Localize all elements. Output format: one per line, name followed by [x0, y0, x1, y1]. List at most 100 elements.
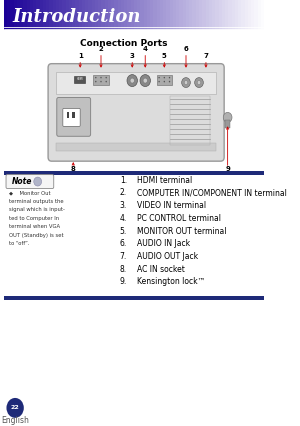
Text: signal which is input-: signal which is input- — [9, 207, 65, 213]
Circle shape — [169, 81, 170, 82]
Text: COMPUTER IN/COMPONENT IN terminal: COMPUTER IN/COMPONENT IN terminal — [136, 188, 286, 197]
Bar — [144, 0, 148, 30]
Bar — [95, 0, 99, 30]
Bar — [4, 296, 264, 299]
Bar — [93, 75, 109, 85]
Bar — [43, 0, 47, 30]
Bar — [238, 0, 242, 30]
Bar — [160, 0, 164, 30]
Text: 5.: 5. — [120, 227, 127, 236]
Text: Kensington lock™: Kensington lock™ — [136, 277, 205, 286]
Text: 6: 6 — [184, 46, 188, 52]
Circle shape — [164, 77, 165, 78]
Bar — [202, 0, 206, 30]
Bar — [124, 0, 128, 30]
Text: 8.: 8. — [120, 265, 127, 274]
Text: 1.: 1. — [120, 176, 127, 184]
Text: 8: 8 — [71, 166, 76, 172]
Bar — [23, 0, 28, 30]
Circle shape — [34, 177, 42, 186]
Bar — [33, 0, 37, 30]
Bar — [101, 0, 106, 30]
Bar — [193, 0, 196, 30]
Bar — [56, 143, 216, 151]
Circle shape — [195, 78, 203, 88]
FancyBboxPatch shape — [48, 63, 224, 161]
FancyBboxPatch shape — [63, 109, 80, 127]
Bar — [36, 0, 40, 30]
Bar — [114, 0, 118, 30]
Bar — [69, 0, 73, 30]
Bar — [20, 0, 24, 30]
Circle shape — [95, 77, 97, 78]
Bar — [131, 0, 135, 30]
Bar — [147, 0, 151, 30]
Bar — [209, 0, 213, 30]
Bar — [108, 0, 112, 30]
Text: AC IN socket: AC IN socket — [136, 265, 184, 274]
Bar — [157, 75, 172, 85]
Circle shape — [158, 77, 160, 78]
Bar — [66, 0, 70, 30]
Bar — [170, 0, 174, 30]
Bar — [72, 0, 76, 30]
Text: 6.: 6. — [120, 239, 127, 248]
Bar — [79, 0, 83, 30]
Text: 2: 2 — [99, 46, 103, 52]
Bar — [128, 0, 132, 30]
Bar — [150, 0, 154, 30]
Circle shape — [169, 77, 170, 78]
Text: 7.: 7. — [120, 252, 127, 261]
Bar — [50, 0, 53, 30]
Bar — [56, 72, 216, 94]
Bar — [92, 0, 96, 30]
Bar — [189, 0, 194, 30]
Circle shape — [143, 78, 147, 83]
Bar — [225, 121, 230, 128]
Circle shape — [140, 75, 150, 86]
Bar — [225, 0, 229, 30]
Bar — [111, 0, 115, 30]
Bar — [46, 0, 50, 30]
Bar — [82, 0, 86, 30]
Circle shape — [95, 81, 97, 82]
Bar — [241, 0, 245, 30]
Bar — [206, 0, 210, 30]
Circle shape — [158, 81, 160, 82]
Bar — [179, 0, 184, 30]
Bar — [163, 0, 167, 30]
Bar — [74, 75, 85, 83]
Bar — [56, 0, 60, 30]
Bar — [14, 0, 18, 30]
Bar — [67, 112, 69, 118]
Bar — [199, 0, 203, 30]
Text: AUDIO IN Jack: AUDIO IN Jack — [136, 239, 190, 248]
Circle shape — [106, 81, 107, 82]
Text: 22: 22 — [11, 406, 20, 410]
Text: Connection Ports: Connection Ports — [80, 39, 167, 48]
Bar — [254, 0, 258, 30]
Bar — [4, 0, 8, 30]
Bar — [105, 0, 109, 30]
Text: HDMI terminal: HDMI terminal — [136, 176, 192, 184]
Bar — [235, 0, 239, 30]
Bar — [40, 0, 44, 30]
Circle shape — [7, 398, 24, 418]
Text: 9: 9 — [225, 166, 230, 172]
Text: PC CONTROL terminal: PC CONTROL terminal — [136, 214, 220, 223]
Bar — [11, 0, 14, 30]
Text: ◆    Monitor Out: ◆ Monitor Out — [9, 190, 51, 196]
Circle shape — [106, 77, 107, 78]
Bar — [85, 0, 89, 30]
Bar — [27, 0, 31, 30]
Text: 3: 3 — [130, 53, 135, 59]
Bar — [52, 0, 57, 30]
Bar — [17, 0, 21, 30]
Bar — [261, 0, 265, 30]
Text: English: English — [1, 416, 29, 425]
FancyBboxPatch shape — [6, 175, 54, 189]
Circle shape — [197, 81, 201, 85]
Circle shape — [164, 81, 165, 82]
Bar — [30, 0, 34, 30]
Bar — [222, 0, 226, 30]
